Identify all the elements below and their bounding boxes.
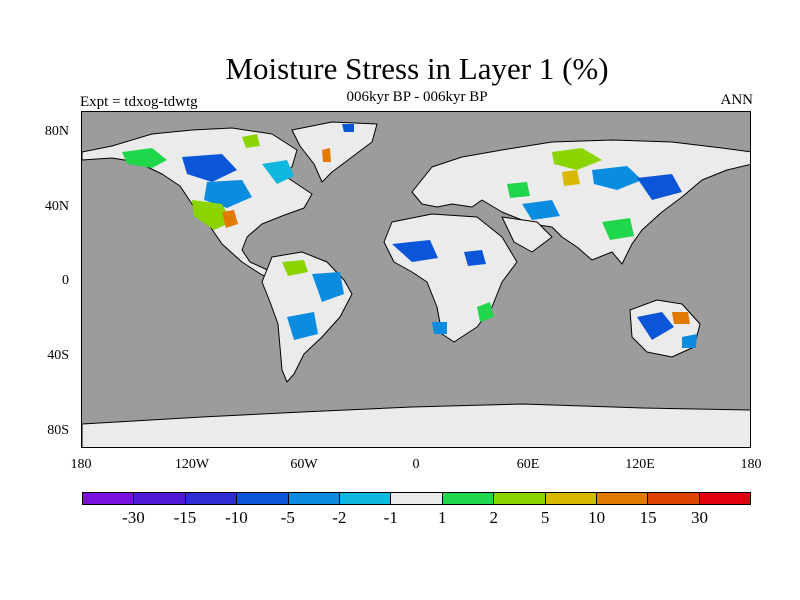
- colorbar-label: 15: [639, 508, 657, 527]
- x-tick-120e: 120E: [625, 457, 655, 472]
- colorbar-label: 2: [489, 508, 498, 527]
- landmass-antarctica: [82, 403, 750, 447]
- map-plot-area: [81, 111, 751, 448]
- colorbar-swatch: [134, 493, 186, 504]
- y-tick-0: 0: [62, 273, 69, 288]
- colorbar-label: 1: [437, 508, 447, 527]
- colorbar-label: 10: [588, 508, 606, 527]
- colorbar-swatch: [442, 493, 495, 504]
- colorbar-swatch: [237, 493, 289, 504]
- colorbar-swatch: [288, 493, 340, 504]
- colorbar-label: -30: [122, 508, 145, 527]
- colorbar-swatch: [545, 493, 597, 504]
- y-tick-40n: 40N: [44, 199, 69, 214]
- colorbar-label: 30: [691, 508, 709, 527]
- colorbar-label: -1: [383, 508, 398, 527]
- landmass-eurasia: [411, 139, 750, 265]
- colorbar-label: -15: [173, 508, 197, 527]
- landmass-arabia: [501, 216, 553, 253]
- landmass-greenland: [291, 121, 378, 183]
- x-tick-120w: 120W: [174, 457, 210, 472]
- x-tick-180e: 180: [740, 457, 762, 472]
- colorbar-swatch: [185, 493, 238, 504]
- season-label: ANN: [720, 92, 754, 108]
- colorbar-swatch: [494, 493, 546, 504]
- colorbar-swatch: [339, 493, 392, 504]
- colorbar-label: 5: [540, 508, 550, 527]
- colorbar-swatch: [648, 493, 700, 504]
- y-tick-40s: 40S: [47, 348, 69, 363]
- x-tick-0: 0: [412, 457, 420, 472]
- chart-subtitle: 006kyr BP - 006kyr BP: [346, 89, 488, 105]
- colorbar-swatch: [391, 493, 443, 504]
- x-tick-180w: 180: [70, 457, 92, 472]
- x-tick-60e: 60E: [516, 457, 540, 472]
- colorbar-label: -5: [280, 508, 295, 527]
- colorbar-label: -2: [332, 508, 347, 527]
- colorbar-label: -10: [225, 508, 248, 527]
- y-tick-80n: 80N: [44, 124, 69, 139]
- colorbar-swatch: [83, 493, 135, 504]
- x-tick-60w: 60W: [290, 457, 318, 472]
- colorbar-swatch: [596, 493, 649, 504]
- colorbar: [82, 492, 751, 505]
- landmass-africa: [383, 213, 518, 343]
- anomaly-patches: [122, 124, 697, 348]
- experiment-label: Expt = tdxog-tdwtg: [80, 94, 198, 110]
- y-tick-80s: 80S: [47, 423, 69, 438]
- colorbar-swatch: [699, 493, 751, 504]
- world-map: [82, 121, 750, 447]
- chart-title: Moisture Stress in Layer 1 (%): [225, 51, 609, 86]
